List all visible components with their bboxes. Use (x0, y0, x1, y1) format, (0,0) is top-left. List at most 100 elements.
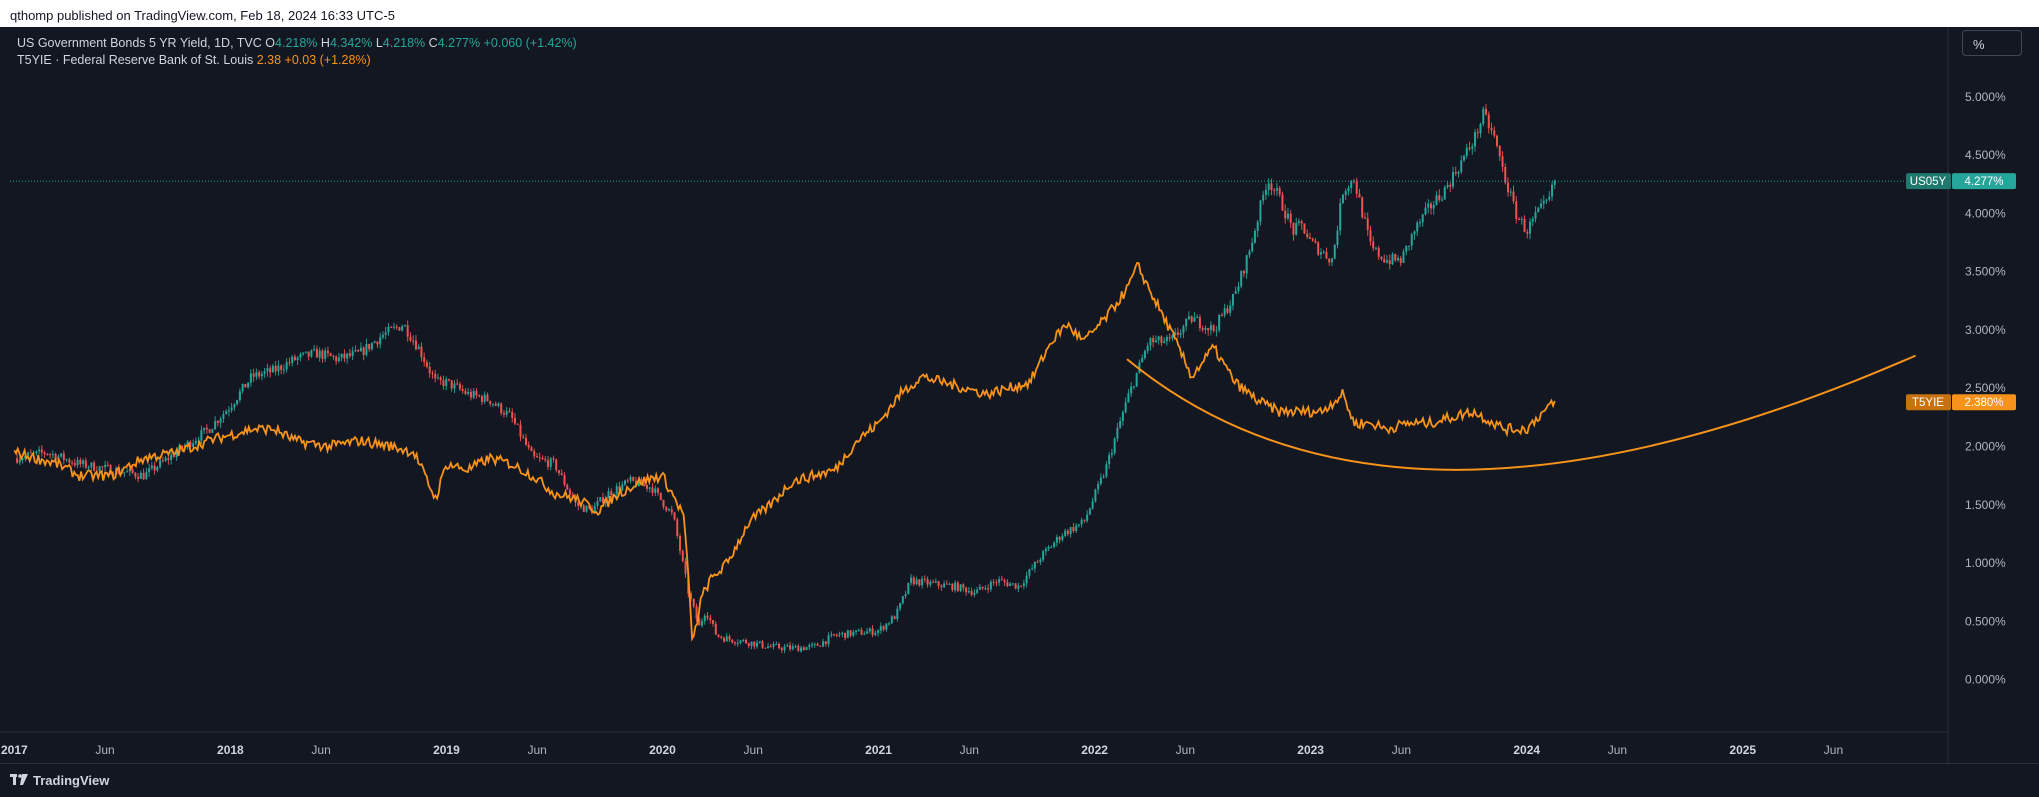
us05y-candle-body (1149, 338, 1152, 346)
y-tick-label: 5.000% (1965, 90, 2006, 104)
us05y-candle-body (643, 484, 646, 486)
us05y-candle-body (456, 383, 459, 385)
us05y-candle-body (1446, 184, 1449, 188)
x-tick-label: 2017 (1, 743, 28, 757)
us05y-candle-body (1548, 196, 1551, 200)
us05y-candle-body (808, 645, 811, 648)
us05y-candle-body (1231, 293, 1234, 306)
us05y-candle-body (929, 581, 932, 585)
us05y-candle-body (310, 350, 313, 357)
us05y-candle-body (1204, 327, 1207, 330)
us05y-candle-body (651, 487, 654, 493)
us05y-candle-body (464, 390, 467, 394)
us05y-candle-body (1339, 202, 1342, 231)
us05y-candle-body (326, 350, 329, 354)
us05y-candle-body (1350, 180, 1353, 189)
us05y-candle-body (621, 484, 624, 491)
us05y-candle-body (472, 390, 475, 398)
us05y-candle-body (106, 464, 109, 466)
us05y-candle-body (362, 347, 365, 356)
us05y-candle-body (769, 646, 772, 648)
us05y-name-label: US05Y (1910, 176, 1947, 188)
us05y-candle-body (269, 368, 272, 373)
us05y-candle-body (734, 642, 737, 644)
us05y-candle-body (524, 437, 527, 445)
us05y-candle-body (1529, 221, 1532, 234)
us05y-candle-body (511, 412, 514, 418)
us05y-candle-body (1251, 242, 1254, 252)
us05y-candle-body (791, 646, 794, 650)
x-tick-label: 2020 (649, 743, 676, 757)
us05y-candle-body (285, 362, 288, 370)
us05y-candle-body (1072, 527, 1075, 532)
us05y-candle-body (654, 488, 657, 493)
us05y-candle-body (1476, 132, 1479, 134)
us05y-candle-body (676, 519, 679, 536)
us05y-candle-body (87, 467, 90, 469)
us05y-candle-body (1333, 244, 1336, 259)
us05y-candle-body (1487, 114, 1490, 129)
us05y-candle-body (497, 403, 500, 406)
us05y-candle-body (54, 453, 57, 460)
us05y-candle-body (684, 560, 687, 574)
us05y-candle-body (1471, 146, 1474, 149)
us05y-candle-body (1432, 205, 1435, 209)
chart-frame[interactable]: 0.000% 0.500% 1.000% 1.500% 2.000% 2.500% 3.00… (0, 27, 2039, 763)
us05y-candle-body (1229, 305, 1232, 313)
us05y-candle-body (357, 350, 360, 352)
us05y-candle-body (409, 336, 412, 341)
us05y-candle-body (907, 582, 910, 594)
us05y-candle-body (1039, 559, 1042, 562)
us05y-candle-body (123, 472, 126, 474)
us05y-candle-body (1143, 350, 1146, 358)
us05y-candle-body (673, 512, 676, 520)
y-tick-label: 4.000% (1965, 206, 2006, 220)
y-tick-label: 2.500% (1965, 381, 2006, 395)
us05y-candle-body (230, 407, 233, 411)
us05y-candle-body (632, 476, 635, 481)
us05y-candle-body (546, 460, 549, 467)
us05y-candle-body (989, 581, 992, 590)
us05y-candle-body (29, 452, 32, 454)
us05y-candle-body (1080, 519, 1083, 525)
us05y-candle-body (1424, 207, 1427, 215)
us05y-candle-body (1358, 193, 1361, 198)
us05y-candle-body (260, 373, 263, 377)
us05y-candle-body (516, 423, 519, 425)
us05y-candle-body (90, 462, 93, 468)
percent-scale-button[interactable]: % (1962, 30, 2022, 56)
us05y-candle-body (406, 325, 409, 337)
us05y-candle-body (679, 535, 682, 551)
us05y-candle-body (1523, 218, 1526, 232)
us05y-candle-body (1022, 583, 1025, 586)
us05y-candle-body (813, 643, 816, 645)
us05y-candle-body (890, 616, 893, 624)
us05y-candle-body (1418, 222, 1421, 224)
t5yie-name-badge (1906, 394, 1951, 411)
legend-row-us05y[interactable]: US Government Bonds 5 YR Yield, 1D, TVC … (17, 35, 577, 52)
us05y-candle-body (789, 645, 792, 650)
us05y-candle-body (786, 645, 789, 647)
us05y-candle-body (321, 350, 324, 359)
us05y-candle-body (855, 630, 858, 633)
us05y-candle-body (1474, 132, 1477, 147)
us05y-candle-body (976, 589, 979, 593)
chart-canvas[interactable]: 0.000% 0.500% 1.000% 1.500% 2.000% 2.500% 3.00… (0, 27, 2039, 763)
us05y-candle-body (852, 632, 855, 636)
us05y-candle-body (635, 480, 638, 487)
us05y-candle-body (882, 626, 885, 630)
us05y-candle-body (648, 487, 651, 489)
legend-row-t5yie[interactable]: T5YIE · Federal Reserve Bank of St. Loui… (17, 52, 577, 69)
us05y-candle-body (1295, 222, 1298, 235)
us05y-candle-body (844, 632, 847, 638)
us05y-candle-body (885, 623, 888, 630)
us05y-candle-body (101, 466, 104, 468)
us05y-candle-body (1121, 412, 1124, 422)
us05y-candle-body (398, 327, 401, 331)
us05y-candle-body (282, 369, 285, 371)
us05y-candle-body (335, 356, 338, 362)
us05y-candle-body (1003, 580, 1006, 583)
us05y-candle-body (1512, 191, 1515, 202)
us05y-candle-body (126, 471, 129, 473)
us05y-candle-body (998, 579, 1001, 583)
